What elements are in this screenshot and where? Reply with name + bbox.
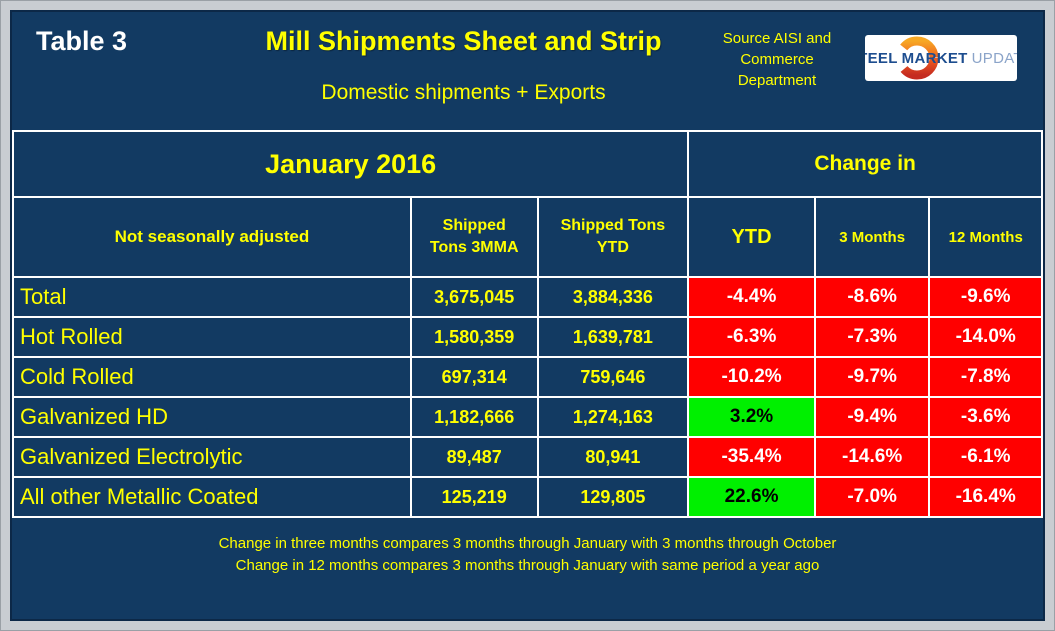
column-header-ytd: YTD	[687, 196, 816, 278]
change-3m-cell: -9.4%	[813, 396, 931, 438]
column-header-not-seasonally-adjusted: Not seasonally adjusted	[12, 196, 412, 278]
tons-ytd-cell: 759,646	[536, 356, 690, 398]
change-3m-cell: -7.3%	[813, 316, 931, 358]
footnote-line-2: Change in 12 months compares 3 months th…	[235, 557, 820, 574]
title-block: Mill Shipments Sheet and Strip Domestic …	[211, 26, 716, 105]
row-label: Galvanized Electrolytic	[12, 436, 412, 478]
column-header-shipped-tons-ytd: Shipped Tons YTD	[536, 196, 690, 278]
tons-3mma-cell: 125,219	[409, 476, 539, 518]
tons-ytd-cell: 129,805	[536, 476, 690, 518]
column-header-shipped-tons-3mma: Shipped Tons 3MMA	[409, 196, 539, 278]
tons-3mma-cell: 3,675,045	[409, 276, 539, 318]
tons-ytd-cell: 80,941	[536, 436, 690, 478]
change-ytd-cell: -6.3%	[687, 316, 816, 358]
tons-ytd-cell: 3,884,336	[536, 276, 690, 318]
tons-3mma-cell: 89,487	[409, 436, 539, 478]
steel-market-update-logo: STEEL MARKET UPDATE	[864, 35, 1017, 81]
table-row-hot-rolled: Hot Rolled 1,580,359 1,639,781 -6.3% -7.…	[12, 316, 1043, 358]
change-12m-cell: -6.1%	[928, 436, 1043, 478]
change-ytd-cell: -35.4%	[687, 436, 816, 478]
logo-word-update: UPDATE	[971, 49, 1017, 67]
group-header-row: January 2016 Change in	[11, 130, 1043, 198]
table-row-all-other-metallic-coated: All other Metallic Coated 125,219 129,80…	[12, 476, 1043, 518]
change-12m-cell: -14.0%	[928, 316, 1043, 358]
footnote-line-1: Change in three months compares 3 months…	[218, 535, 837, 552]
row-label: Total	[12, 276, 412, 318]
title-area: Table 3 Mill Shipments Sheet and Strip D…	[12, 12, 1043, 130]
change-in-header: Change in	[687, 130, 1043, 198]
change-3m-cell: -7.0%	[813, 476, 931, 518]
tons-ytd-cell: 1,274,163	[536, 396, 690, 438]
report-title: Mill Shipments Sheet and Strip	[265, 26, 662, 56]
tons-ytd-cell: 1,639,781	[536, 316, 690, 358]
change-12m-cell: -3.6%	[928, 396, 1043, 438]
row-label: Galvanized HD	[12, 396, 412, 438]
table-row-cold-rolled: Cold Rolled 697,314 759,646 -10.2% -9.7%…	[12, 356, 1043, 398]
change-12m-cell: -7.8%	[928, 356, 1043, 398]
row-label: Cold Rolled	[12, 356, 412, 398]
change-12m-cell: -9.6%	[928, 276, 1043, 318]
row-label: Hot Rolled	[12, 316, 412, 358]
change-3m-cell: -9.7%	[813, 356, 931, 398]
footnotes: Change in three months compares 3 months…	[12, 518, 1043, 619]
tons-3mma-cell: 1,182,666	[409, 396, 539, 438]
source-note: Source AISI and Commerce Department	[722, 30, 832, 89]
shipments-table: January 2016 Change in Not seasonally ad…	[11, 130, 1043, 518]
column-header-row: Not seasonally adjusted Shipped Tons 3MM…	[12, 196, 1043, 278]
change-ytd-cell: 3.2%	[687, 396, 816, 438]
change-ytd-cell: -10.2%	[687, 356, 816, 398]
tons-3mma-cell: 1,580,359	[409, 316, 539, 358]
row-label: All other Metallic Coated	[12, 476, 412, 518]
logo-word-steel: STEEL	[865, 49, 898, 67]
change-ytd-cell: -4.4%	[687, 276, 816, 318]
logo-word-market: MARKET	[901, 49, 968, 67]
change-3m-cell: -8.6%	[813, 276, 931, 318]
smu-crescent-icon	[895, 36, 938, 80]
table-row-galvanized-hd: Galvanized HD 1,182,666 1,274,163 3.2% -…	[12, 396, 1043, 438]
table-row-galvanized-electrolytic: Galvanized Electrolytic 89,487 80,941 -3…	[12, 436, 1043, 478]
column-header-12-months: 12 Months	[928, 196, 1043, 278]
report-subtitle: Domestic shipments + Exports	[321, 81, 606, 104]
tons-3mma-cell: 697,314	[409, 356, 539, 398]
change-ytd-cell: 22.6%	[687, 476, 816, 518]
change-3m-cell: -14.6%	[813, 436, 931, 478]
column-header-3-months: 3 Months	[813, 196, 931, 278]
change-12m-cell: -16.4%	[928, 476, 1043, 518]
period-header: January 2016	[11, 130, 690, 198]
table-number-label: Table 3	[36, 26, 128, 56]
table-row-total: Total 3,675,045 3,884,336 -4.4% -8.6% -9…	[12, 276, 1043, 318]
report-panel: Table 3 Mill Shipments Sheet and Strip D…	[10, 10, 1045, 621]
logo-area: STEEL MARKET UPDATE	[838, 26, 1043, 81]
